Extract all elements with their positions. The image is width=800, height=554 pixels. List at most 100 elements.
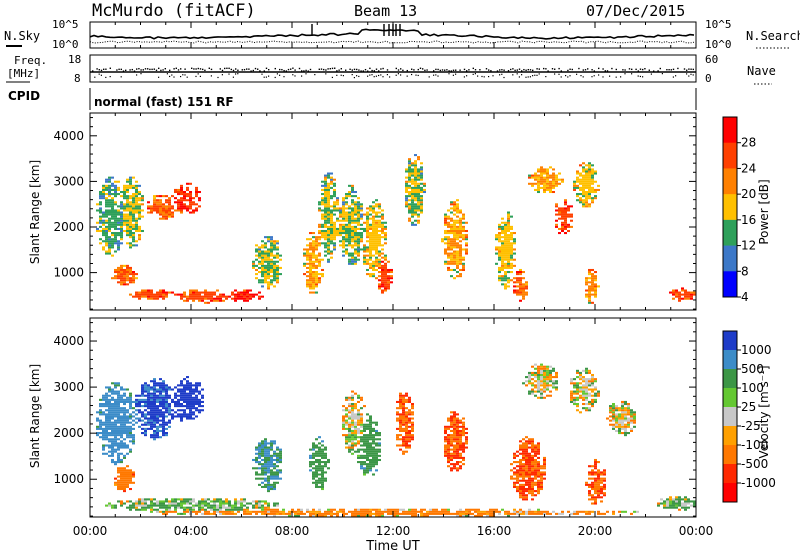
- velocity-cell: [162, 394, 165, 397]
- power-cell: [519, 268, 522, 272]
- velocity-cell: [321, 483, 324, 486]
- power-cell: [453, 227, 456, 230]
- velocity-cell: [513, 512, 516, 515]
- power-cell: [330, 178, 333, 181]
- velocity-cell: [270, 477, 273, 480]
- freq-dot: [644, 68, 646, 70]
- power-cell: [162, 215, 165, 218]
- power-cell: [588, 188, 591, 191]
- freq-dot: [521, 70, 523, 72]
- velocity-cell: [168, 409, 171, 412]
- freq-dot: [294, 69, 296, 71]
- power-cell: [387, 287, 390, 290]
- power-cell: [267, 240, 270, 243]
- power-cell: [585, 176, 588, 179]
- power-cell: [183, 195, 186, 198]
- velocity-cell: [291, 508, 294, 511]
- velocity-cell: [456, 450, 459, 453]
- velocity-cell: [159, 386, 162, 389]
- power-cell: [420, 166, 423, 169]
- power-cell: [582, 199, 585, 202]
- power-cell: [117, 248, 120, 251]
- power-cell: [186, 209, 189, 212]
- velocity-cell: [306, 508, 309, 511]
- velocity-cell: [348, 396, 351, 399]
- velocity-cell: [405, 510, 408, 513]
- velocity-cell: [213, 512, 216, 515]
- velocity-cell: [342, 510, 345, 513]
- power-cell: [252, 293, 255, 296]
- freq-dot: [210, 68, 213, 71]
- velocity-cell: [324, 514, 327, 517]
- power-cell: [270, 240, 273, 243]
- power-cell: [114, 215, 117, 218]
- velocity-cell: [198, 390, 201, 393]
- power-cell: [378, 242, 381, 245]
- velocity-cell: [255, 477, 258, 480]
- velocity-cell: [321, 467, 324, 470]
- nave-dot: [661, 73, 663, 75]
- freq-dot: [395, 67, 397, 70]
- power-cell: [180, 205, 183, 208]
- velocity-cell: [153, 400, 156, 403]
- power-cell: [381, 221, 384, 224]
- nave-dot: [591, 76, 593, 78]
- power-cell: [456, 199, 459, 202]
- power-cell: [324, 199, 327, 202]
- power-cell: [99, 211, 102, 214]
- velocity-cell: [117, 442, 120, 445]
- velocity-cell: [195, 398, 198, 401]
- velocity-cell: [153, 425, 156, 428]
- power-cell: [126, 207, 129, 210]
- velocity-cell: [108, 394, 111, 397]
- velocity-cell: [174, 500, 177, 503]
- velocity-cell: [447, 508, 450, 511]
- nave-dot: [580, 75, 582, 77]
- nave-dot: [375, 75, 377, 77]
- nave-dot: [536, 74, 538, 76]
- freq-dot: [604, 70, 606, 72]
- velocity-cell: [315, 469, 318, 472]
- velocity-cell: [348, 421, 351, 424]
- velocity-cell: [111, 432, 114, 435]
- power-cell: [306, 238, 309, 241]
- velocity-cell: [357, 429, 360, 433]
- power-cell: [147, 291, 150, 294]
- freq-dot: [243, 68, 246, 71]
- velocity-cell: [462, 463, 465, 466]
- power-cell: [414, 160, 417, 163]
- velocity-cell: [177, 388, 180, 391]
- power-cell: [120, 264, 123, 267]
- velocity-cell: [117, 452, 120, 455]
- freq-dot: [639, 68, 642, 70]
- power-cell: [327, 184, 330, 187]
- velocity-cell: [447, 436, 450, 439]
- power-cell: [465, 242, 468, 245]
- power-cell: [324, 184, 327, 187]
- power-cell: [261, 273, 264, 276]
- nave-dot: [642, 76, 644, 78]
- velocity-cell: [165, 400, 168, 403]
- power-cell: [108, 203, 111, 206]
- velocity-cell: [372, 461, 375, 464]
- power-cell: [522, 271, 525, 274]
- velocity-cell: [324, 510, 327, 513]
- velocity-cell: [111, 382, 114, 385]
- power-cell: [105, 244, 108, 247]
- velocity-cell: [156, 427, 159, 430]
- power-cell: [150, 293, 153, 296]
- power-cell: [345, 201, 348, 204]
- power-cell: [375, 242, 378, 245]
- velocity-cell: [267, 487, 270, 491]
- power-cell: [183, 295, 186, 298]
- power-cell: [144, 295, 147, 298]
- power-cell: [342, 205, 345, 208]
- power-cell: [111, 254, 114, 257]
- power-cell: [333, 248, 336, 251]
- freq-dot: [488, 69, 490, 71]
- power-cell: [324, 174, 327, 177]
- power-cell: [276, 266, 279, 269]
- power-cell: [243, 295, 246, 298]
- power-cell: [495, 248, 498, 251]
- power-cell: [675, 291, 678, 294]
